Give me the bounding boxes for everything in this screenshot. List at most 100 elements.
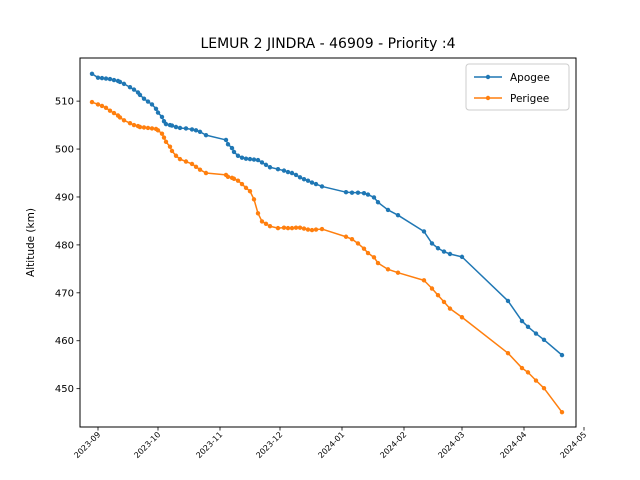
data-point-perigee: [259, 219, 265, 224]
data-point-apogee: [223, 137, 229, 143]
data-point-perigee: [281, 225, 287, 230]
data-point-perigee: [89, 99, 95, 105]
data-point-apogee: [319, 184, 325, 189]
data-point-apogee: [275, 166, 281, 172]
data-point-perigee: [375, 260, 381, 266]
data-point-apogee: [505, 298, 511, 304]
data-point-apogee: [131, 87, 137, 92]
data-point-apogee: [251, 157, 257, 162]
data-point-perigee: [313, 227, 319, 232]
data-point-apogee: [421, 229, 427, 234]
data-point-apogee: [177, 125, 183, 131]
data-point-perigee: [163, 139, 169, 145]
data-point-perigee: [131, 122, 137, 128]
data-point-perigee: [251, 197, 257, 202]
data-point-apogee: [247, 156, 253, 162]
data-point-perigee: [305, 227, 311, 232]
data-point-apogee: [395, 212, 401, 218]
legend: Apogee Perigee: [465, 63, 570, 111]
data-point-perigee: [441, 299, 447, 305]
data-point-perigee: [421, 278, 427, 283]
y-tick-label: 480: [55, 240, 74, 251]
data-point-apogee: [149, 102, 155, 107]
data-point-perigee: [193, 164, 199, 169]
legend-marker-perigee: [485, 95, 491, 101]
data-point-apogee: [349, 190, 355, 195]
data-point-apogee: [293, 172, 299, 178]
data-point-apogee: [155, 110, 161, 115]
data-point-perigee: [275, 225, 281, 231]
y-tick-label: 470: [55, 288, 74, 299]
data-point-perigee: [107, 108, 113, 113]
data-point-perigee: [117, 115, 123, 120]
data-point-perigee: [395, 270, 401, 275]
data-point-perigee: [141, 125, 147, 130]
data-point-perigee: [435, 293, 441, 298]
y-tick-label: 460: [55, 336, 74, 347]
data-point-apogee: [145, 99, 151, 104]
data-point-apogee: [159, 114, 165, 120]
legend-label-perigee: Perigee: [510, 93, 549, 105]
data-point-apogee: [173, 124, 179, 130]
data-point-perigee: [177, 156, 183, 162]
data-point-perigee: [319, 226, 325, 232]
data-point-apogee: [169, 123, 175, 128]
data-point-apogee: [259, 160, 265, 165]
data-point-perigee: [145, 125, 151, 131]
data-point-perigee: [371, 255, 377, 260]
chart-title: LEMUR 2 JINDRA - 46909 - Priority :4: [200, 36, 455, 52]
data-point-perigee: [255, 211, 261, 216]
data-point-apogee: [235, 153, 241, 158]
data-point-perigee: [231, 176, 237, 181]
data-point-apogee: [371, 195, 377, 200]
data-point-perigee: [385, 267, 391, 272]
data-point-perigee: [225, 174, 231, 180]
data-point-apogee: [447, 251, 453, 257]
data-point-apogee: [441, 249, 447, 254]
data-point-apogee: [305, 178, 311, 183]
data-point-apogee: [361, 190, 367, 196]
data-point-perigee: [247, 189, 253, 194]
data-point-perigee: [95, 102, 101, 107]
data-point-apogee: [519, 318, 525, 324]
data-point-perigee: [459, 315, 465, 320]
data-point-apogee: [193, 128, 199, 133]
data-point-apogee: [313, 181, 319, 187]
legend-label-apogee: Apogee: [510, 72, 550, 84]
y-tick-label: 490: [55, 192, 74, 203]
data-point-apogee: [255, 157, 261, 163]
data-point-apogee: [459, 254, 465, 260]
data-point-perigee: [183, 159, 189, 164]
data-point-perigee: [505, 351, 511, 356]
data-point-perigee: [111, 110, 117, 116]
data-point-perigee: [161, 135, 167, 140]
data-point-apogee: [263, 162, 269, 168]
data-point-apogee: [365, 192, 371, 197]
data-point-apogee: [137, 92, 143, 98]
data-point-apogee: [343, 189, 349, 195]
data-point-apogee: [153, 106, 159, 112]
data-point-perigee: [285, 225, 291, 231]
data-point-perigee: [263, 221, 269, 227]
data-point-perigee: [103, 105, 109, 111]
data-point-perigee: [203, 170, 209, 176]
data-point-apogee: [189, 127, 195, 132]
y-axis-label: Altitude (km): [25, 208, 37, 277]
data-point-perigee: [365, 250, 371, 256]
data-point-perigee: [121, 118, 127, 123]
data-point-apogee: [281, 168, 287, 173]
data-point-apogee: [533, 331, 539, 336]
data-point-perigee: [301, 226, 307, 231]
data-point-perigee: [519, 365, 525, 371]
data-point-apogee: [229, 145, 235, 151]
legend-marker-apogee: [485, 74, 491, 80]
data-point-apogee: [297, 175, 303, 180]
data-point-perigee: [559, 409, 565, 415]
data-point-perigee: [169, 148, 175, 154]
data-point-apogee: [301, 177, 307, 182]
data-point-perigee: [197, 167, 203, 172]
data-point-apogee: [355, 190, 361, 195]
data-point-apogee: [95, 75, 101, 80]
data-point-apogee: [111, 77, 117, 83]
